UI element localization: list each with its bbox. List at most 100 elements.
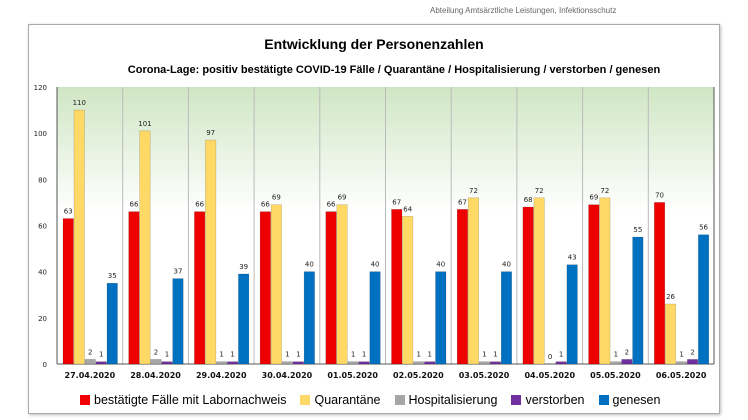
legend-item: genesen	[598, 393, 661, 407]
data-label: 40	[305, 261, 314, 269]
chart-title: Entwicklung der Personenzahlen	[264, 36, 484, 52]
data-label: 37	[173, 268, 182, 276]
bar-quarantäne	[599, 197, 611, 365]
legend: bestätigte Fälle mit Labornachweis Quaran…	[80, 393, 660, 407]
bar-quarantäne	[533, 197, 545, 365]
data-label: 39	[239, 263, 248, 271]
org-line: Abteilung Amtsärztliche Leistungen, Infe…	[430, 6, 617, 15]
x-tick-label: 02.05.2020	[393, 371, 444, 380]
data-label: 1	[482, 351, 486, 359]
legend-label: genesen	[612, 393, 661, 407]
data-label: 40	[436, 261, 445, 269]
data-label: 1	[428, 351, 432, 359]
data-label: 68	[524, 196, 533, 204]
data-label: 72	[535, 187, 544, 195]
x-tick-label: 03.05.2020	[459, 371, 510, 380]
x-tick-label: 27.04.2020	[65, 371, 116, 380]
bar-genesen	[303, 271, 315, 365]
y-tick-label: 40	[38, 269, 47, 277]
legend-item: verstorben	[511, 393, 585, 407]
bar-quarantäne	[467, 197, 479, 365]
y-tick-label: 80	[38, 176, 47, 184]
data-label: 1	[230, 351, 234, 359]
data-label: 2	[154, 348, 158, 356]
data-label: 67	[392, 198, 401, 206]
bar-bestätigte	[128, 211, 140, 365]
data-label: 26	[666, 293, 675, 301]
y-tick-label: 60	[38, 223, 47, 231]
legend-item: Quarantäne	[300, 393, 381, 407]
data-label: 1	[285, 351, 289, 359]
bar-verstorben	[161, 361, 173, 365]
data-label: 70	[655, 191, 664, 199]
data-label: 66	[261, 201, 270, 209]
legend-item: Hospitalisierung	[394, 393, 498, 407]
data-label: 40	[502, 261, 511, 269]
x-tick-label: 04.05.2020	[524, 371, 575, 380]
data-label: 101	[138, 120, 151, 128]
x-tick-label: 29.04.2020	[196, 371, 247, 380]
data-label: 66	[327, 201, 336, 209]
legend-label: Hospitalisierung	[408, 393, 498, 407]
data-label: 66	[129, 201, 138, 209]
data-label: 67	[458, 198, 467, 206]
y-tick-label: 120	[34, 84, 47, 92]
bar-genesen	[106, 282, 118, 365]
data-label: 1	[296, 351, 300, 359]
bar-verstorben	[292, 361, 304, 365]
x-tick-label: 28.04.2020	[130, 371, 181, 380]
bar-genesen	[238, 273, 250, 365]
data-label: 40	[371, 261, 380, 269]
bar-quarantäne	[139, 130, 151, 365]
data-label: 1	[614, 351, 618, 359]
bar-quarantäne	[336, 204, 348, 365]
data-label: 43	[568, 254, 577, 262]
bar-verstorben	[687, 359, 699, 365]
data-label: 110	[73, 99, 86, 107]
bar-bestätigte	[325, 211, 337, 365]
data-label: 1	[493, 351, 497, 359]
legend-label: Quarantäne	[314, 393, 381, 407]
bar-verstorben	[555, 361, 567, 365]
legend-swatch	[394, 395, 405, 405]
bar-genesen	[632, 236, 644, 365]
bar-verstorben	[95, 361, 107, 365]
data-label: 69	[272, 194, 281, 202]
bar-quarantäne	[73, 109, 85, 365]
bar-bestätigte	[194, 211, 206, 365]
x-tick-label: 05.05.2020	[590, 371, 641, 380]
data-label: 64	[403, 205, 412, 213]
bar-hospitalisierung	[413, 361, 425, 365]
legend-swatch	[300, 395, 311, 405]
data-label: 97	[206, 129, 215, 137]
bar-bestätigte	[588, 204, 600, 365]
data-label: 35	[108, 272, 117, 280]
data-label: 1	[362, 351, 366, 359]
bar-verstorben	[621, 359, 633, 365]
x-tick-label: 06.05.2020	[656, 371, 707, 380]
bar-bestätigte	[62, 218, 74, 365]
data-label: 1	[165, 351, 169, 359]
bar-genesen	[500, 271, 512, 365]
bar-genesen	[698, 234, 710, 365]
data-label: 2	[625, 348, 629, 356]
data-label: 1	[351, 351, 355, 359]
data-label: 72	[600, 187, 609, 195]
bar-hospitalisierung	[676, 361, 688, 365]
bar-quarantäne	[402, 216, 414, 365]
legend-swatch	[598, 395, 609, 405]
legend-label: verstorben	[525, 393, 585, 407]
bar-hospitalisierung	[84, 359, 96, 365]
data-label: 0	[548, 353, 552, 361]
y-tick-label: 20	[38, 315, 47, 323]
bar-bestätigte	[259, 211, 271, 365]
data-label: 1	[99, 351, 103, 359]
data-label: 69	[338, 194, 347, 202]
bar-hospitalisierung	[150, 359, 162, 365]
bar-bestätigte	[522, 206, 534, 365]
data-label: 55	[633, 226, 642, 234]
bar-verstorben	[489, 361, 501, 365]
bar-quarantäne	[270, 204, 282, 365]
data-label: 2	[690, 348, 694, 356]
bar-verstorben	[358, 361, 370, 365]
